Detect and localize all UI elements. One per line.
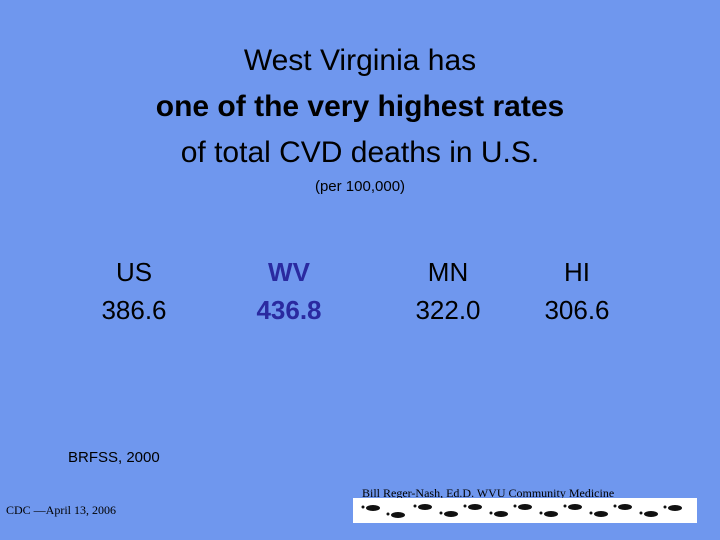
stat-label: MN	[427, 257, 469, 287]
stat-us: US 386.6	[64, 253, 204, 329]
stat-value: 386.6	[101, 295, 167, 325]
title-line-1: West Virginia has	[243, 44, 477, 77]
stat-hi: HI 306.6	[507, 253, 647, 329]
title-line-3: of total CVD deaths in U.S.	[180, 136, 540, 169]
data-source: BRFSS, 2000	[68, 449, 160, 466]
stat-wv: WV 436.8	[219, 253, 359, 329]
footprints-banner-image	[353, 498, 697, 523]
stat-label: HI	[564, 257, 590, 287]
stat-label: US	[115, 257, 153, 287]
stat-value: 306.6	[544, 295, 610, 325]
title-line-2: one of the very highest rates	[155, 90, 565, 123]
slide-title: West Virginia has one of the very highes…	[0, 38, 720, 176]
author-credit: Bill Reger-Nash, Ed.D. WVU Community Med…	[362, 486, 615, 500]
stat-value: 436.8	[256, 295, 322, 325]
stat-value: 322.0	[415, 295, 481, 325]
stat-label: WV	[268, 257, 310, 287]
footprints-icon	[361, 504, 682, 518]
unit-subtitle: (per 100,000)	[314, 178, 406, 195]
stat-mn: MN 322.0	[378, 253, 518, 329]
date-note: CDC —April 13, 2006	[6, 503, 117, 517]
